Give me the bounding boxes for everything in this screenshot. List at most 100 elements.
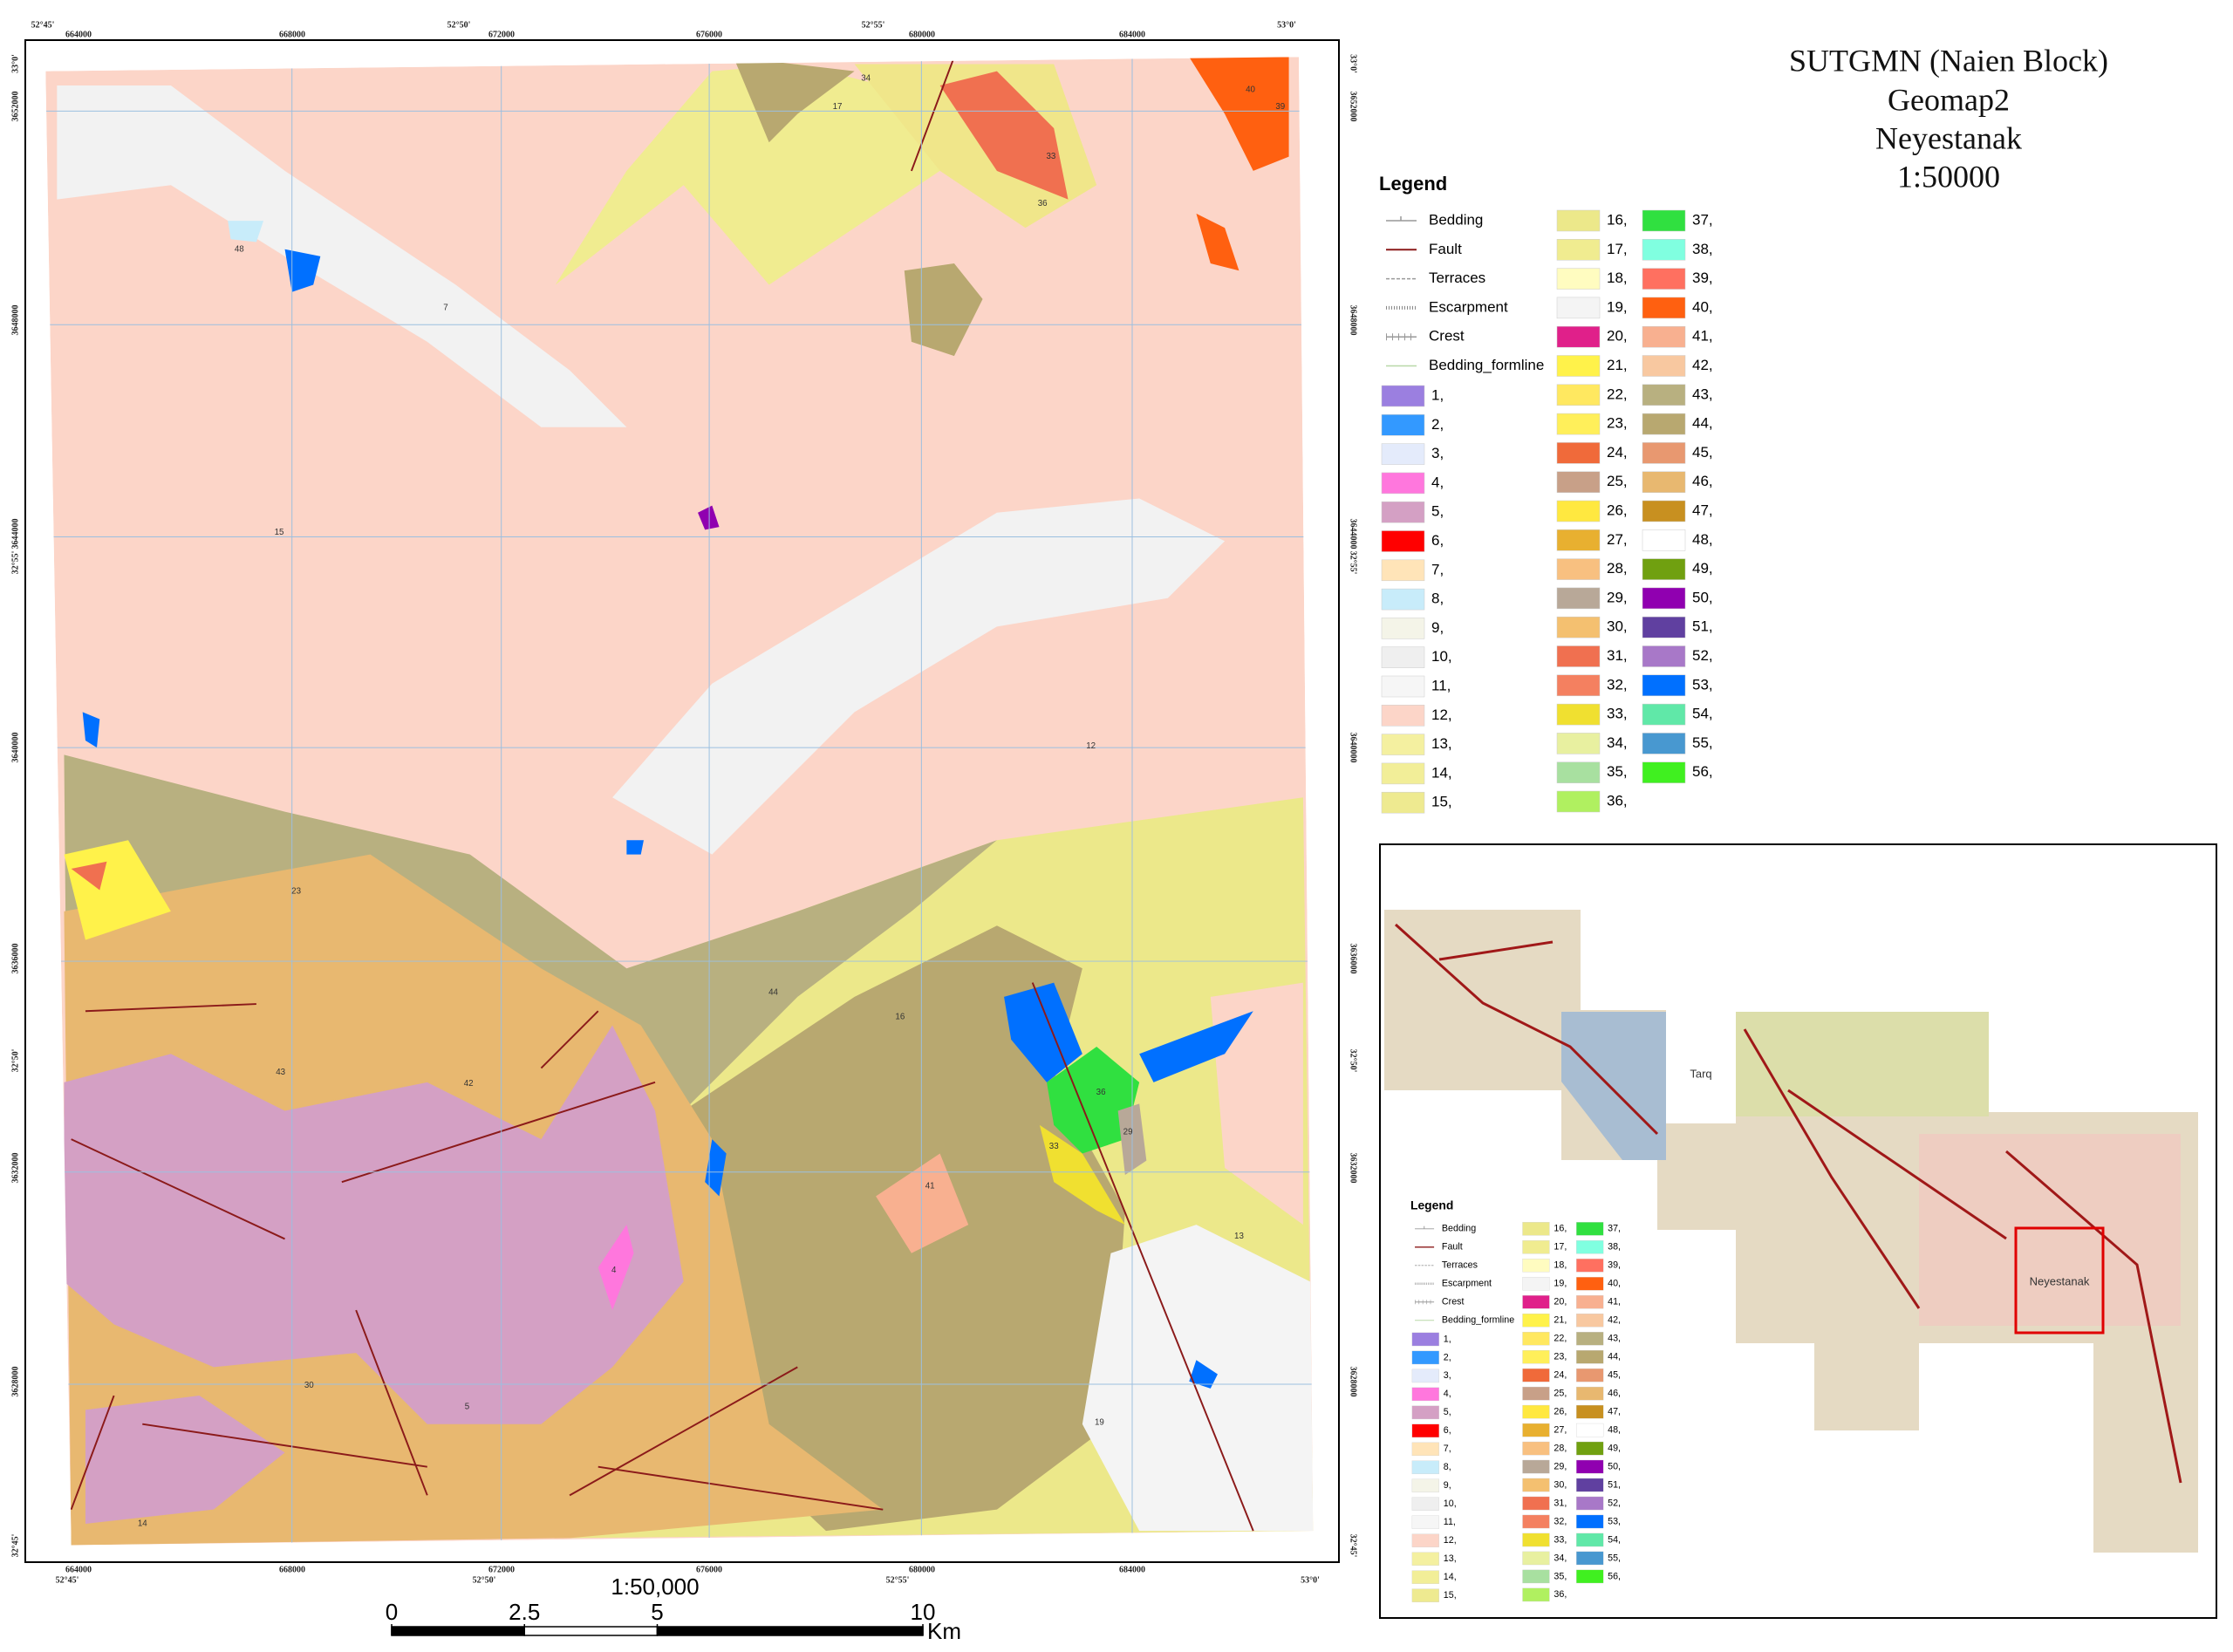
- legend-label: 18,: [1554, 1260, 1567, 1271]
- legend-swatch: [1556, 616, 1601, 638]
- map-label: 43: [276, 1068, 285, 1077]
- legend-swatch: [1522, 1240, 1550, 1254]
- easting-label: 672000: [488, 1565, 515, 1574]
- legend-label: 9,: [1431, 619, 1444, 636]
- legend-swatch: [1642, 239, 1686, 261]
- legend-label: 48,: [1692, 531, 1713, 548]
- legend-swatch: [1556, 325, 1601, 348]
- legend-swatch: [1556, 355, 1601, 377]
- map-label: 44: [768, 988, 778, 998]
- legend-swatch: [1642, 616, 1686, 638]
- map-label: 48: [235, 244, 244, 254]
- legend-label: 31,: [1607, 647, 1628, 664]
- map-label: 42: [464, 1079, 474, 1089]
- scale-unit: Km: [927, 1618, 961, 1644]
- legend-swatch: [1411, 1552, 1439, 1566]
- legend-label: 55,: [1692, 734, 1713, 751]
- legend-label: 23,: [1607, 415, 1628, 432]
- scale-segment: [391, 1626, 525, 1636]
- legend-label: 15,: [1431, 794, 1452, 810]
- legend-swatch: [1576, 1314, 1604, 1328]
- legend-label: 28,: [1607, 560, 1628, 577]
- legend-label: 27,: [1607, 531, 1628, 548]
- northing-label: 3648000: [10, 305, 20, 336]
- legend-swatch: [1576, 1533, 1604, 1547]
- legend-swatch: [1556, 384, 1601, 406]
- legend-label: 56,: [1608, 1571, 1621, 1581]
- legend-swatch: [1642, 645, 1686, 667]
- legend-label: 1,: [1444, 1334, 1451, 1344]
- scale-segment: [523, 1626, 659, 1636]
- legend-label: 10,: [1444, 1498, 1457, 1509]
- map-label: 39: [1275, 102, 1285, 112]
- legend-label: 8,: [1444, 1462, 1451, 1472]
- legend-line-item: [1415, 1225, 1435, 1230]
- map-label: 7: [443, 303, 447, 312]
- legend-swatch: [1556, 529, 1601, 551]
- legend-swatch: [1522, 1404, 1550, 1419]
- legend-swatch: [1642, 209, 1686, 232]
- legend-label: 13,: [1431, 735, 1452, 752]
- legend-label: 45,: [1692, 444, 1713, 461]
- legend-label: 2,: [1444, 1352, 1451, 1362]
- easting-label: 680000: [909, 30, 935, 39]
- legend-label: 23,: [1554, 1352, 1567, 1362]
- legend: Legend Bedding Fault Terraces Escarpment Cres…: [1379, 173, 1713, 814]
- map-label: 19: [1095, 1418, 1104, 1428]
- title: 1:50000: [1897, 159, 2000, 194]
- legend-swatch: [1522, 1569, 1550, 1584]
- northing-label: 3652000: [10, 92, 20, 122]
- map-label: 33: [1046, 152, 1055, 161]
- legend-swatch: [1381, 791, 1425, 814]
- legend-swatch: [1381, 762, 1425, 785]
- legend-swatch: [1642, 442, 1686, 464]
- legend-swatch: [1381, 530, 1425, 552]
- legend-swatch: [1381, 618, 1425, 639]
- legend-swatch: [1381, 588, 1425, 611]
- legend-label: 37,: [1692, 211, 1713, 228]
- legend-swatch: [1522, 1277, 1550, 1291]
- legend-swatch: [1576, 1259, 1604, 1273]
- legend-swatch: [1522, 1459, 1550, 1474]
- legend-swatch: [1411, 1405, 1439, 1420]
- legend-label: 51,: [1608, 1479, 1621, 1490]
- legend-label: 34,: [1607, 734, 1628, 751]
- easting-label: 52°50': [473, 1575, 496, 1585]
- map-label: 17: [833, 102, 843, 112]
- legend-swatch: [1642, 558, 1686, 580]
- map-label: 41: [925, 1182, 935, 1191]
- legend-swatch: [1576, 1368, 1604, 1382]
- legend-label: 50,: [1608, 1461, 1621, 1471]
- legend-swatch: [1411, 1497, 1439, 1511]
- map-label: 16: [895, 1012, 905, 1021]
- easting-label: 52°55': [886, 1575, 910, 1585]
- legend-label: 39,: [1692, 270, 1713, 286]
- northing-label: 32°50': [1349, 1049, 1358, 1073]
- legend-line-item: [1386, 216, 1417, 222]
- northing-label: 3632000: [1349, 1153, 1358, 1184]
- legend-label: 5,: [1444, 1407, 1451, 1417]
- inset-legend: Legend Bedding Fault Terraces Escarpment Cres…: [1410, 1198, 1621, 1602]
- legend-label: Terraces: [1442, 1260, 1478, 1271]
- legend-swatch: [1556, 703, 1601, 726]
- legend-label: 16,: [1554, 1224, 1567, 1234]
- legend-label: 17,: [1554, 1242, 1567, 1253]
- legend-label: 34,: [1554, 1553, 1567, 1563]
- legend-label: 30,: [1607, 618, 1628, 635]
- legend-label: 55,: [1608, 1553, 1621, 1563]
- legend-label: 20,: [1554, 1297, 1567, 1307]
- legend-label: 25,: [1554, 1388, 1567, 1398]
- legend-label: 24,: [1554, 1369, 1567, 1380]
- legend-label: 26,: [1607, 502, 1628, 518]
- legend-label: Terraces: [1429, 270, 1485, 286]
- legend-swatch: [1556, 674, 1601, 697]
- map-label: 29: [1123, 1128, 1133, 1137]
- legend-label: 47,: [1608, 1406, 1621, 1416]
- legend-label: 42,: [1692, 357, 1713, 373]
- legend-swatch: [1411, 1332, 1439, 1347]
- legend-swatch: [1556, 471, 1601, 493]
- legend-label: 29,: [1554, 1461, 1567, 1471]
- map-label: 13: [1234, 1232, 1244, 1241]
- legend-label: 11,: [1444, 1517, 1456, 1527]
